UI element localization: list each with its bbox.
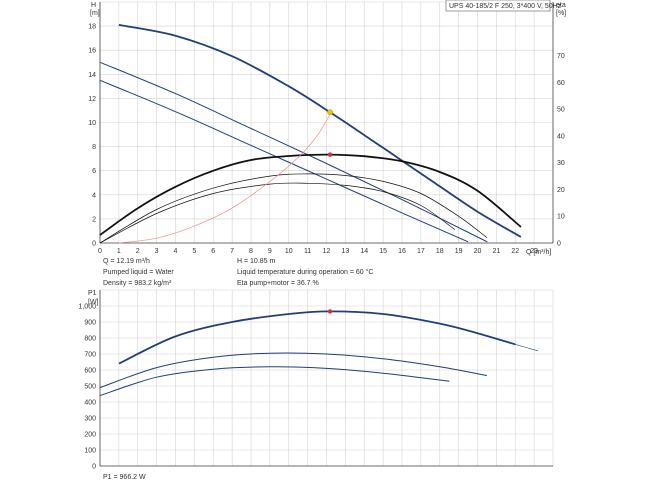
head-curve <box>99 61 488 243</box>
eta-tick-label: 20 <box>557 187 565 194</box>
head-tick-label: 12 <box>88 96 96 103</box>
eta-axis-label: eta <box>556 2 566 9</box>
info-density: Density = 983.2 kg/m³ <box>103 280 172 287</box>
info-temperature: Liquid temperature during operation = 60… <box>237 268 373 276</box>
x-tick-label: 4 <box>174 248 178 255</box>
power-chart-curves <box>99 309 538 397</box>
flow-axis-label: Q [m³/h] <box>526 249 551 256</box>
head-tick-label: 10 <box>88 120 96 127</box>
x-tick-label: 2 <box>136 248 140 255</box>
eta-tick-label: 60 <box>557 80 565 87</box>
npsh-curve <box>118 113 331 244</box>
power-tick-label: 800 <box>84 336 96 343</box>
x-tick-label: 12 <box>323 248 331 255</box>
efficiency-curve <box>99 182 456 244</box>
head-chart-grid <box>99 1 554 244</box>
power-curve <box>118 310 516 365</box>
power-curve <box>99 366 450 397</box>
x-tick-label: 9 <box>268 248 272 255</box>
head-axis-unit: [m] <box>90 10 100 17</box>
head-tick-label: 0 <box>92 241 96 248</box>
x-tick-label: 13 <box>341 248 349 255</box>
pump-title-box <box>445 0 551 12</box>
x-tick-label: 6 <box>211 248 215 255</box>
x-tick-label: 3 <box>155 248 159 255</box>
eta-tick-label: 40 <box>557 133 565 140</box>
power-curve <box>99 352 487 389</box>
axis-tick-labels: 0 1 2 3 4 5 6 7 8 9 10 11 12 13 14 15 16 17 18 19 20 21 22 2302… <box>78 24 564 471</box>
head-tick-label: 18 <box>88 24 96 31</box>
x-tick-label: 10 <box>285 248 293 255</box>
x-tick-label: 1 <box>117 248 121 255</box>
efficiency-curve <box>99 153 522 236</box>
head-tick-label: 6 <box>92 168 96 175</box>
head-axis-label: H <box>91 2 96 9</box>
x-tick-label: 23 <box>530 248 538 255</box>
power-tick-label: 0 <box>92 464 96 471</box>
head-tick-label: 8 <box>92 144 96 151</box>
x-tick-label: 8 <box>249 248 253 255</box>
x-tick-label: 15 <box>379 248 387 255</box>
x-tick-label: 0 <box>98 248 102 255</box>
x-tick-label: 18 <box>436 248 444 255</box>
x-tick-label: 19 <box>455 248 463 255</box>
x-tick-label: 22 <box>511 248 519 255</box>
power-axis-label: P1 <box>88 290 97 297</box>
eta-tick-label: 30 <box>557 160 565 167</box>
duty-point-efficiency <box>327 152 333 157</box>
info-head: H = 10.85 m <box>237 258 275 265</box>
head-curve <box>118 24 522 238</box>
duty-point-head <box>327 109 333 116</box>
power-curve-extension <box>515 344 538 352</box>
power-chart-grid <box>99 289 554 467</box>
power-tick-label: 300 <box>84 416 96 423</box>
power-tick-label: 600 <box>84 368 96 375</box>
duty-point-power <box>327 309 333 314</box>
eta-tick-label: 10 <box>557 214 565 221</box>
x-tick-label: 21 <box>492 248 500 255</box>
power-tick-label: 1,000 <box>78 304 96 311</box>
x-tick-label: 11 <box>304 248 311 255</box>
x-tick-label: 14 <box>360 248 368 255</box>
efficiency-curve <box>99 173 488 244</box>
head-tick-label: 16 <box>88 48 96 55</box>
head-tick-label: 14 <box>88 72 96 79</box>
eta-tick-label: 70 <box>557 53 565 60</box>
eta-tick-label: 0 <box>557 241 561 248</box>
power-tick-label: 200 <box>84 432 96 439</box>
info-efficiency: Eta pump+motor = 36.7 % <box>237 280 319 287</box>
head-tick-label: 2 <box>92 216 96 223</box>
info-liquid: Pumped liquid = Water <box>103 269 174 276</box>
head-tick-label: 4 <box>92 192 96 199</box>
power-tick-label: 900 <box>84 320 96 327</box>
x-tick-label: 20 <box>474 248 482 255</box>
x-tick-label: 17 <box>417 248 425 255</box>
power-axis-unit: [W] <box>88 299 99 306</box>
power-tick-label: 700 <box>84 352 96 359</box>
head-chart-curves <box>99 24 522 244</box>
head-curve <box>99 79 469 243</box>
power-tick-label: 500 <box>84 384 96 391</box>
info-power: P1 = 966.2 W <box>103 474 146 481</box>
x-tick-label: 5 <box>192 248 196 255</box>
x-tick-label: 7 <box>230 248 234 255</box>
power-tick-label: 400 <box>84 400 96 407</box>
x-tick-label: 16 <box>398 248 406 255</box>
eta-axis-unit: [%] <box>556 10 566 17</box>
info-flow: Q = 12.19 m³/h <box>103 258 150 265</box>
eta-tick-label: 50 <box>557 107 565 114</box>
pump-title: UPS 40-185/2 F 250, 3*400 V, 50Hz <box>449 3 562 10</box>
power-tick-label: 100 <box>84 448 96 455</box>
